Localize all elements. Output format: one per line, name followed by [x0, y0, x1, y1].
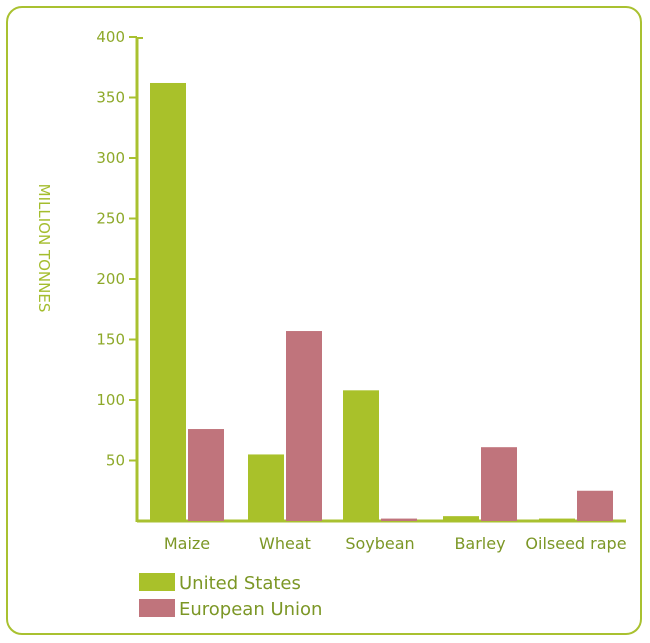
- bar-1: [381, 518, 417, 521]
- bar-0: [248, 454, 284, 521]
- bar-0: [150, 82, 186, 521]
- bar-1: [481, 447, 517, 521]
- legend-label: United States: [179, 573, 301, 594]
- y-tick-label: 50: [106, 452, 125, 470]
- x-tick-label: Barley: [454, 534, 505, 553]
- bar-0: [443, 516, 479, 521]
- y-tick-label: 250: [96, 210, 125, 228]
- legend: United States European Union: [139, 573, 322, 620]
- y-axis-label: MILLION TONNES: [35, 184, 53, 313]
- bar-1: [188, 429, 224, 521]
- x-tick-label: Wheat: [259, 534, 311, 553]
- x-tick-label: Maize: [164, 534, 210, 553]
- bar-0: [343, 390, 379, 521]
- y-tick-label: 400: [96, 28, 125, 46]
- y-tick-label: 300: [96, 149, 125, 167]
- y-tick-label: 100: [96, 391, 125, 409]
- y-tick-labels: 50 100 150 200 250 300 350 400: [96, 28, 125, 470]
- x-tick-labels: Maize Wheat Soybean Barley Oilseed rape: [164, 534, 627, 553]
- x-tick-label: Oilseed rape: [525, 534, 626, 553]
- x-tick-label: Soybean: [345, 534, 414, 553]
- legend-swatch: [139, 599, 175, 617]
- y-tick-label: 200: [96, 270, 125, 288]
- y-tick-label: 350: [96, 89, 125, 107]
- legend-swatch: [139, 573, 175, 591]
- legend-label: European Union: [179, 599, 322, 620]
- bar-0: [539, 518, 575, 521]
- y-tick-label: 150: [96, 331, 125, 349]
- bar-1: [286, 331, 322, 521]
- bar-1: [577, 490, 613, 521]
- bars: [150, 82, 613, 521]
- y-axis-label-group: MILLION TONNES: [35, 184, 53, 313]
- chart-frame: [6, 6, 642, 635]
